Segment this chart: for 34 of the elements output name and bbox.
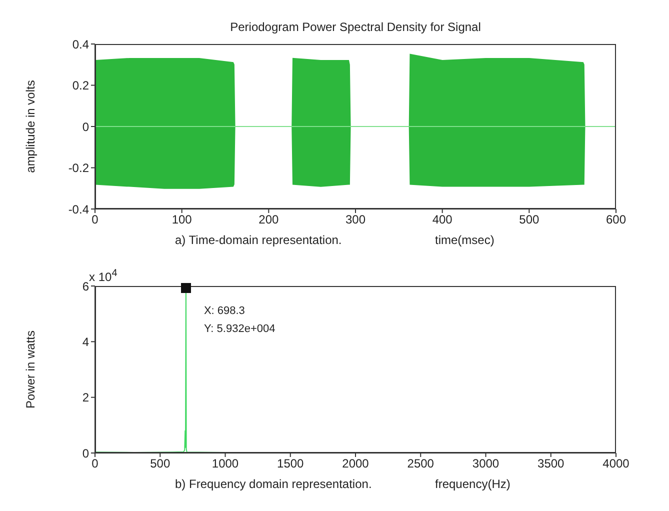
y-axis-title: amplitude in volts <box>23 80 38 173</box>
x-tick-label: 500 <box>519 212 540 227</box>
x-tick-label: 200 <box>258 212 279 227</box>
x-tick-label: 400 <box>432 212 453 227</box>
y-tick-label: 0.4 <box>72 37 90 52</box>
x-tick-label: 0 <box>92 212 99 227</box>
y-tick-label: 6 <box>82 279 90 294</box>
text: b) Frequency domain representation. <box>175 477 372 491</box>
x-tick-label: 4000 <box>602 456 630 471</box>
y-tick-label: 0.2 <box>72 78 90 93</box>
chart-title: Periodogram Power Spectral Density for Signal <box>229 20 482 34</box>
x-tick-label: 100 <box>172 212 192 227</box>
x-tick-label: 3000 <box>472 456 500 471</box>
x-tick-label: 1500 <box>277 456 304 471</box>
x-tick-label: 600 <box>606 212 626 227</box>
y-tick-label: 4 <box>82 334 90 349</box>
text: x 10$^{4}$ <box>89 268 118 284</box>
x-tick-label: 1000 <box>212 456 239 471</box>
x-axis-title: time(msec) <box>435 233 494 247</box>
x-tick-label: 3500 <box>538 456 565 471</box>
x-axis-title: frequency(Hz) <box>435 477 510 491</box>
y-tick-label: 2 <box>82 390 90 405</box>
annotation: X: 698.3 Y: 5.932e+004 <box>204 304 276 337</box>
x-tick-label: 500 <box>150 456 170 471</box>
x-tick-label: 2000 <box>342 456 370 471</box>
y-axis-title: Power in watts <box>23 330 38 409</box>
y-tick-label: 0 <box>82 120 90 134</box>
x-tick-label: 300 <box>345 212 366 227</box>
y-tick-label: 0 <box>82 446 90 460</box>
x-tick-label: 2500 <box>407 456 434 471</box>
y-tick-label: -0.4 <box>68 202 90 216</box>
x-tick-label: 0 <box>92 456 99 471</box>
text: a) Time-domain representation. <box>175 233 342 247</box>
y-tick-label: -0.2 <box>68 161 90 176</box>
